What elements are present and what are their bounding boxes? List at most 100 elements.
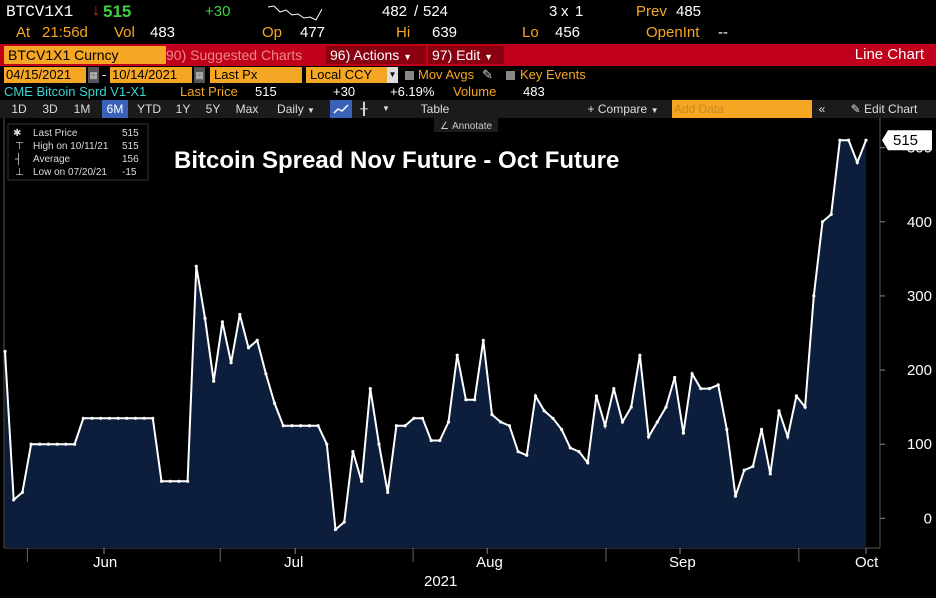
data-point	[168, 479, 172, 483]
end-date-input[interactable]: 10/14/2021	[110, 67, 192, 83]
edit-label: 97) Edit	[432, 47, 481, 63]
series-name: CME Bitcoin Sprd V1-X1	[4, 84, 147, 99]
data-point	[525, 453, 529, 457]
actions-menu[interactable]: 96) Actions ▼	[326, 46, 426, 64]
low-label: Lo	[522, 24, 539, 41]
chevron-down-icon[interactable]: ▼	[382, 104, 390, 113]
chart-title: Bitcoin Spread Nov Future - Oct Future	[174, 147, 619, 174]
data-point	[264, 372, 268, 376]
security-field[interactable]: BTCV1X1 Curncy	[4, 46, 166, 64]
tab-3d[interactable]: 3D	[42, 102, 58, 116]
legend-low-label: Low on 07/20/21	[33, 167, 107, 178]
data-point	[768, 472, 772, 476]
legend-high-marker: ⊤	[15, 141, 24, 152]
open-interest-value: --	[718, 24, 728, 41]
x-axis-label: 2021	[424, 573, 457, 590]
y-axis: 0100200300400500	[880, 140, 932, 527]
add-data-input[interactable]: Add Data	[672, 100, 812, 118]
data-point	[203, 316, 207, 320]
data-point	[64, 442, 68, 446]
tab-6m[interactable]: 6M	[102, 100, 128, 118]
price-field-select[interactable]: Last Px	[210, 67, 302, 83]
data-point	[629, 405, 633, 409]
sparkline-icon	[268, 5, 323, 21]
start-date-input[interactable]: 04/15/2021	[4, 67, 86, 83]
data-point	[377, 442, 381, 446]
data-point	[133, 416, 138, 420]
data-point	[603, 424, 607, 428]
tab-1d[interactable]: 1D	[11, 102, 27, 116]
data-point	[473, 398, 477, 402]
data-point	[655, 420, 659, 424]
data-point	[673, 375, 677, 380]
data-point	[864, 138, 868, 142]
data-point	[116, 416, 120, 420]
data-point	[481, 338, 485, 342]
legend-high-value: 515	[122, 141, 139, 152]
compare-label: Compare	[597, 102, 648, 116]
data-point	[177, 479, 181, 483]
data-point	[551, 416, 555, 420]
data-point	[742, 468, 746, 472]
line-chart-icon[interactable]	[330, 100, 352, 118]
data-point	[446, 420, 451, 424]
data-point	[638, 353, 642, 357]
currency-select[interactable]: Local CCY	[306, 67, 390, 83]
series-line	[4, 139, 867, 532]
pencil-icon[interactable]: ✎	[482, 67, 493, 82]
tab-ytd[interactable]: YTD	[137, 102, 161, 116]
tab-max[interactable]: Max	[235, 102, 259, 116]
compare-button[interactable]: + Compare ▼	[586, 100, 660, 118]
data-point	[29, 442, 33, 446]
quote-header: BTCV1X1 ↓ 515 +30 482 / 524 3 x 1 Prev 4…	[0, 0, 936, 24]
data-point	[733, 494, 738, 498]
series-info: CME Bitcoin Sprd V1-X1 Last Price 515 +3…	[0, 83, 936, 100]
suggested-charts-button[interactable]: 90) Suggested Charts	[166, 47, 303, 63]
data-point	[499, 420, 503, 424]
data-point	[273, 401, 277, 405]
data-point	[325, 442, 329, 446]
y-tick-label: 200	[907, 362, 932, 379]
frequency-select[interactable]: Daily ▼	[270, 100, 322, 118]
edit-menu[interactable]: 97) Edit ▼	[428, 46, 504, 64]
data-point	[281, 424, 285, 428]
last-value-marker: 515	[882, 130, 932, 151]
calendar-icon[interactable]: ▦	[88, 67, 99, 83]
legend-low-value: -15	[122, 167, 137, 178]
data-point	[586, 461, 590, 465]
data-point	[507, 424, 511, 428]
calendar-icon[interactable]: ▦	[194, 67, 205, 83]
tab-1m[interactable]: 1M	[73, 102, 91, 116]
annotate-button[interactable]: ∠ Annotate	[434, 118, 498, 132]
high-label: Hi	[396, 24, 411, 41]
tab-1y[interactable]: 1Y	[175, 102, 191, 116]
net-change: +30	[205, 3, 231, 20]
data-point	[681, 431, 686, 435]
mov-avgs-label: Mov Avgs	[418, 67, 475, 82]
bid-size: 3	[549, 3, 558, 20]
data-point	[212, 379, 216, 383]
x-tick-label: Aug	[476, 554, 503, 571]
y-tick-label: 400	[907, 214, 932, 231]
open-interest-label: OpenInt	[646, 24, 700, 41]
chart-area: ∠ Annotate ✱ Last Price 515 ⊤ High on 10…	[3, 118, 932, 590]
collapse-icon[interactable]: «	[818, 102, 826, 116]
mov-avgs-checkbox[interactable]	[405, 71, 414, 80]
edit-chart-button[interactable]: ✎ Edit Chart	[836, 100, 932, 118]
data-point	[403, 424, 407, 428]
data-point	[386, 490, 390, 494]
tab-5y[interactable]: 5Y	[205, 102, 221, 116]
data-point	[542, 409, 546, 413]
table-button[interactable]: Table	[420, 102, 450, 116]
key-events-checkbox[interactable]	[506, 71, 515, 80]
candlestick-icon[interactable]: ╂	[360, 102, 368, 116]
chevron-down-icon[interactable]: ▼	[387, 67, 398, 83]
chart-type-label: Line Chart	[854, 46, 924, 63]
series-change: +30	[333, 84, 356, 99]
pencil-icon: ✎	[850, 102, 861, 116]
data-point	[246, 346, 251, 350]
data-point	[751, 464, 755, 468]
bid-ask-separator: /	[414, 3, 419, 20]
data-point	[568, 446, 572, 450]
data-point	[360, 479, 364, 483]
